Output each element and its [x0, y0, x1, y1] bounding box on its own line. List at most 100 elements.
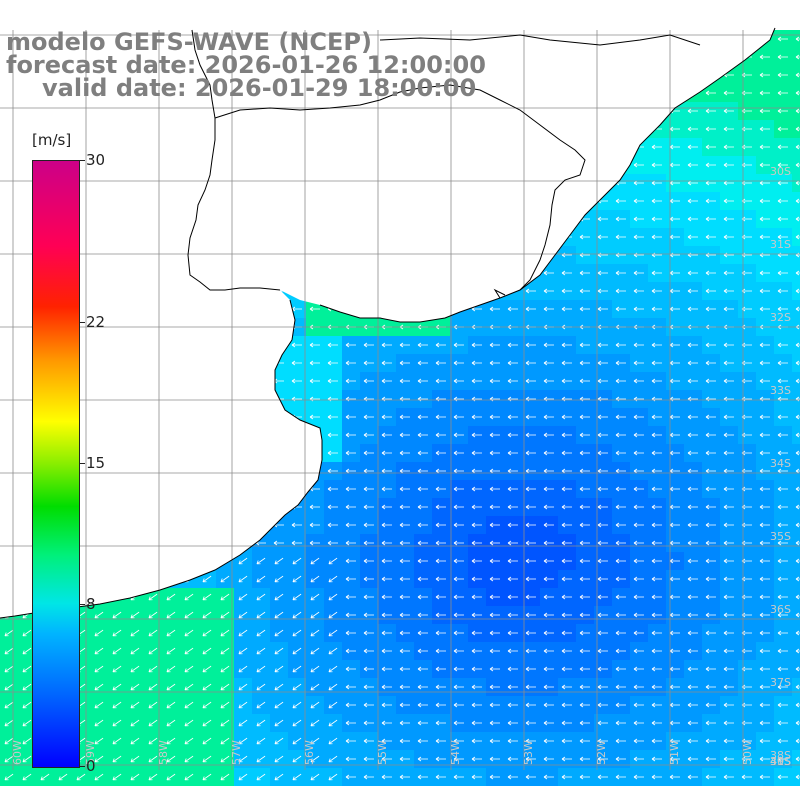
wind-arrow	[310, 647, 320, 655]
wind-arrow	[166, 683, 176, 691]
wind-arrow	[777, 630, 788, 636]
wind-arrow	[777, 450, 788, 456]
wind-arrow	[777, 36, 788, 42]
wind-arrow	[489, 576, 500, 582]
wind-arrow	[651, 270, 662, 276]
wind-arrow	[777, 756, 788, 762]
wind-arrow	[705, 450, 716, 456]
wind-arrow	[417, 360, 428, 366]
wind-arrow	[795, 702, 800, 708]
wind-arrow	[489, 702, 500, 708]
wind-arrow	[723, 432, 734, 438]
wind-arrow	[651, 630, 662, 636]
wind-arrow	[417, 378, 428, 384]
wind-arrow	[777, 378, 788, 384]
wind-arrow	[723, 126, 734, 132]
wind-arrow	[651, 576, 662, 582]
wind-arrow	[94, 773, 104, 781]
wind-arrow	[723, 216, 734, 222]
wind-arrow	[579, 504, 590, 510]
wind-arrow	[417, 612, 428, 618]
wind-arrow	[184, 773, 194, 781]
wind-arrow	[238, 737, 248, 745]
wind-arrow	[489, 720, 500, 726]
wind-arrow	[687, 522, 698, 528]
wind-arrow	[256, 683, 266, 691]
wind-arrow	[94, 683, 104, 691]
wind-arrow	[615, 558, 626, 564]
wind-arrow	[22, 737, 32, 745]
wind-arrow	[669, 126, 680, 132]
wind-arrow	[615, 486, 626, 492]
wind-arrow	[705, 720, 716, 726]
wind-arrow	[202, 575, 212, 583]
wind-arrow	[597, 216, 608, 222]
wind-arrow	[651, 378, 662, 384]
wind-arrow	[399, 612, 410, 618]
wind-arrow	[759, 198, 770, 204]
wind-arrow	[507, 504, 518, 510]
wind-arrow	[561, 450, 572, 456]
wind-arrow	[94, 737, 104, 745]
wind-arrow	[417, 666, 428, 672]
wind-arrow	[256, 593, 266, 601]
wind-arrow	[777, 504, 788, 510]
wind-arrow	[723, 504, 734, 510]
wind-arrow	[166, 611, 176, 619]
wind-arrow	[166, 593, 176, 601]
model-title: modelo GEFS-WAVE (NCEP)	[6, 28, 372, 56]
wind-arrow	[238, 683, 248, 691]
wind-arrow	[633, 162, 644, 168]
wind-arrow	[273, 540, 284, 546]
wind-arrow	[777, 414, 788, 420]
latitude-label: 35S	[770, 530, 791, 543]
wind-arrow	[651, 486, 662, 492]
wind-arrow	[112, 647, 122, 655]
wind-arrow	[651, 342, 662, 348]
wind-arrow	[795, 684, 800, 690]
wind-arrow	[597, 540, 608, 546]
wind-arrow	[705, 342, 716, 348]
wind-arrow	[597, 486, 608, 492]
latitude-label: 31S	[770, 238, 791, 251]
wind-arrow	[417, 342, 428, 348]
wind-arrow	[741, 666, 752, 672]
wind-arrow	[363, 666, 374, 672]
wind-arrow	[615, 450, 626, 456]
wind-arrow	[759, 684, 770, 690]
wind-arrow	[4, 701, 14, 709]
wind-arrow	[669, 450, 680, 456]
wind-arrow	[759, 576, 770, 582]
wind-arrow	[417, 684, 428, 690]
wind-arrow	[633, 594, 644, 600]
wind-arrow	[633, 342, 644, 348]
wind-arrow	[687, 540, 698, 546]
wind-arrow	[777, 126, 788, 132]
wind-arrow	[705, 162, 716, 168]
wind-arrow	[777, 234, 788, 240]
wind-arrow	[453, 360, 464, 366]
wind-arrow	[723, 198, 734, 204]
wind-arrow	[561, 504, 572, 510]
wind-arrow	[381, 666, 392, 672]
wind-arrow	[597, 234, 608, 240]
wind-arrow	[777, 558, 788, 564]
wind-arrow	[238, 701, 248, 709]
wind-arrow	[4, 647, 14, 655]
wind-arrow	[723, 270, 734, 276]
wind-arrow	[669, 378, 680, 384]
wind-arrow	[579, 558, 590, 564]
colorbar-tick-mark	[79, 321, 85, 323]
wind-arrow	[633, 720, 644, 726]
wind-arrow	[795, 720, 800, 726]
wind-arrow	[687, 558, 698, 564]
wind-arrow	[22, 629, 32, 637]
wind-arrow	[651, 558, 662, 564]
wind-arrow	[651, 522, 662, 528]
wind-arrow	[453, 378, 464, 384]
wind-arrow	[327, 378, 338, 384]
wind-arrow	[561, 306, 572, 312]
wind-arrow	[705, 486, 716, 492]
wind-arrow	[435, 738, 446, 744]
wind-arrow	[4, 665, 14, 673]
